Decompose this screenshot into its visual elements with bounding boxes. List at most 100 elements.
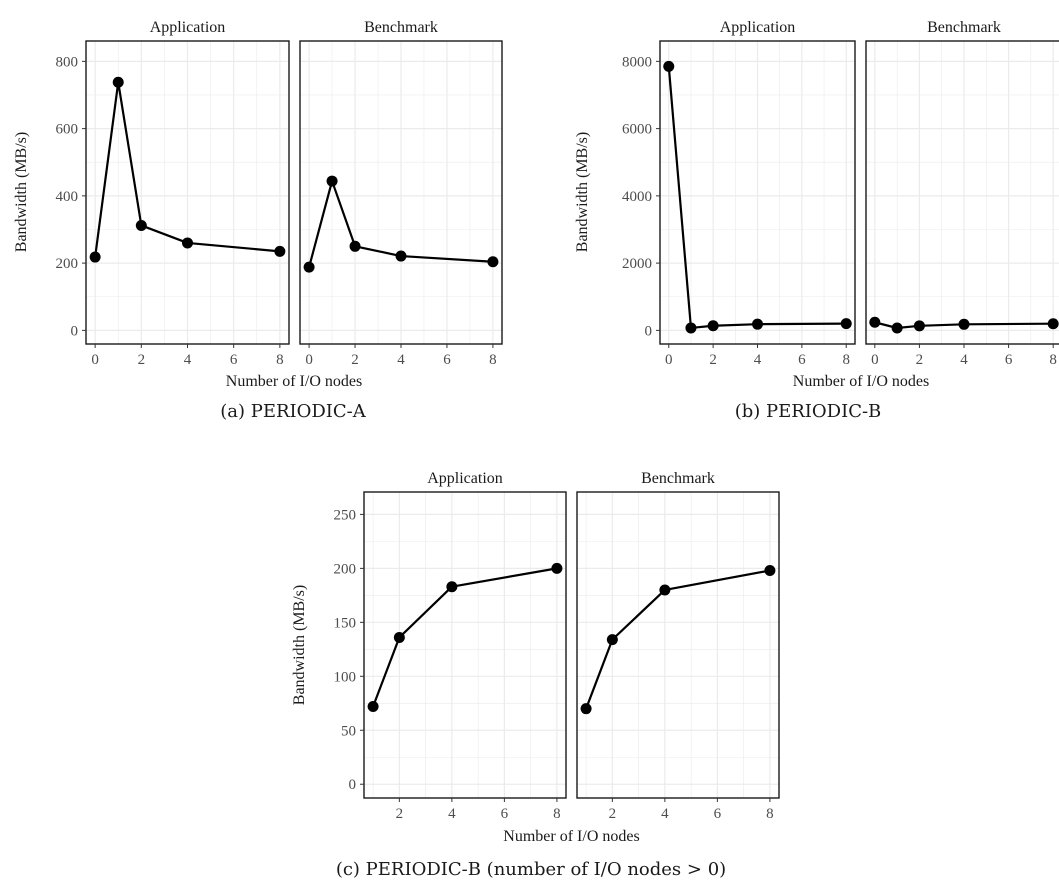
panel-title: Benchmark [364,19,438,36]
y-tick-label: 6000 [622,122,652,138]
x-tick-label: 6 [443,352,451,368]
x-tick-label: 8 [766,806,774,822]
x-tick-label: 2 [396,806,404,822]
panel-application: Application 0 2 4 6 8 0 2000 4000 6000 8000 [622,19,856,368]
y-tick-label: 0 [349,777,357,793]
x-tick-label: 8 [553,806,561,822]
data-point [112,76,124,88]
x-tick-label: 4 [960,352,968,368]
data-point [349,240,361,252]
chart-b: Application 0 2 4 6 8 0 2000 4000 6000 8000 Benchma… [574,19,1059,422]
x-tick-label: 0 [305,352,313,368]
figure-caption: (b) PERIODIC-B [735,401,882,422]
x-tick-label: 0 [665,352,673,368]
y-tick-label: 50 [341,723,356,739]
panel-border [363,491,567,799]
x-tick-label: 6 [230,352,238,368]
y-tick-label: 250 [334,507,357,523]
x-tick-label: 2 [609,806,617,822]
x-tick-label: 0 [91,352,99,368]
figure-caption: (c) PERIODIC-B (number of I/O nodes > 0) [336,859,726,880]
y-axis-title: Bandwidth (MB/s) [291,585,308,705]
panel-title: Benchmark [641,470,715,487]
panel-application: Application 0 2 4 6 8 0 200 400 600 800 [56,19,290,368]
y-tick-label: 200 [56,256,79,272]
x-tick-label: 2 [138,352,146,368]
panel-benchmark: Benchmark 0 2 4 6 8 [299,19,503,368]
data-point [663,60,675,72]
x-tick-label: 2 [351,352,359,368]
data-point [707,320,719,332]
x-tick-label: 8 [489,352,497,368]
panel-title: Benchmark [927,19,1001,36]
x-tick-label: 0 [871,352,879,368]
x-tick-label: 4 [661,806,669,822]
data-point [606,634,618,646]
data-point [303,261,315,273]
panel-title: Application [150,19,226,36]
x-tick-label: 6 [1005,352,1013,368]
x-tick-label: 6 [798,352,806,368]
panel-border [865,40,1059,345]
series-line [585,569,771,710]
data-point [89,251,101,263]
data-point [393,631,405,643]
x-tick-label: 4 [397,352,405,368]
data-point [891,322,903,334]
chart-c: Application 2 4 6 8 0 50 100 150 200 250 Benchmark 2… [291,470,780,880]
panel-benchmark: Benchmark 2 4 6 8 [576,470,780,822]
y-tick-label: 0 [645,323,653,339]
data-point [182,237,193,249]
y-tick-label: 400 [56,189,79,205]
x-tick-label: 2 [709,352,717,368]
y-tick-label: 4000 [622,189,652,205]
data-point [752,318,763,330]
y-tick-label: 0 [71,323,79,339]
y-axis-title: Bandwidth (MB/s) [574,132,591,252]
data-point [764,565,776,577]
data-point [446,581,458,593]
y-tick-label: 8000 [622,54,652,70]
panel-benchmark: Benchmark 0 2 4 6 8 [865,19,1059,368]
data-point [135,219,147,231]
x-tick-label: 2 [916,352,924,368]
panel-border [576,491,780,799]
x-tick-label: 8 [276,352,284,368]
y-tick-label: 2000 [622,256,652,272]
panel-application: Application 2 4 6 8 0 50 100 150 200 250 [334,470,567,822]
data-point [274,245,286,257]
chart-a: Application 0 2 4 6 8 0 200 400 600 800 Benchmark 0 2… [13,19,503,422]
y-tick-label: 600 [56,122,79,138]
y-axis-title: Bandwidth (MB/s) [13,132,30,252]
y-tick-label: 200 [334,561,357,577]
data-point [958,318,970,330]
data-point [913,320,925,332]
series-line [372,567,558,707]
x-tick-label: 6 [714,806,722,822]
data-point [840,318,852,330]
x-axis-title: Number of I/O nodes [793,373,929,390]
y-tick-label: 100 [334,669,357,685]
data-point [367,701,379,713]
data-point [326,175,338,187]
x-tick-label: 8 [1049,352,1057,368]
data-point [869,316,881,328]
data-point [551,562,563,574]
y-tick-label: 150 [334,615,357,631]
figure-caption: (a) PERIODIC-A [220,401,367,422]
panel-title: Application [720,19,796,36]
data-point [685,322,697,334]
y-tick-label: 800 [56,54,79,70]
x-tick-label: 4 [754,352,762,368]
data-point [659,584,671,596]
x-axis-title: Number of I/O nodes [226,373,362,390]
data-point [487,256,499,268]
data-point [1047,318,1059,330]
panel-title: Application [427,470,503,487]
x-tick-label: 8 [842,352,850,368]
x-tick-label: 6 [501,806,509,822]
data-point [395,250,407,262]
x-axis-title: Number of I/O nodes [503,828,639,845]
data-point [580,703,592,715]
x-tick-label: 4 [184,352,192,368]
